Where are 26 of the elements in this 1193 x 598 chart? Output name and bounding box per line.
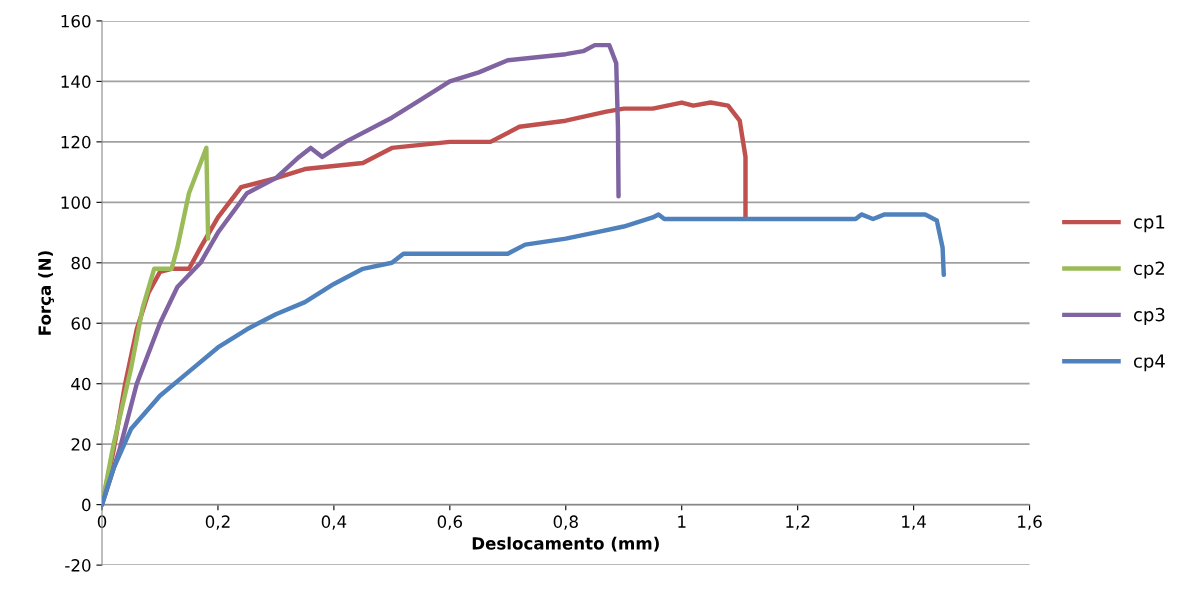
y-tick-label: 40 xyxy=(71,377,91,391)
x-tick-label: 0,8 xyxy=(553,515,578,530)
y-tick-label: 100 xyxy=(61,196,91,209)
x-tick-label: 0,4 xyxy=(321,515,347,530)
y-axis-title: Força (N) xyxy=(38,251,55,335)
x-tick-label: 0,6 xyxy=(437,515,463,530)
y-tick-label: 160 xyxy=(61,14,91,28)
y-tick-label: 140 xyxy=(61,75,91,88)
y-tick-label: 0 xyxy=(82,498,91,512)
x-tick-label: 0 xyxy=(97,515,107,528)
x-axis-title: Deslocamento (mm) xyxy=(472,536,659,552)
y-tick-label: 60 xyxy=(71,317,91,330)
x-tick-label: 1,4 xyxy=(902,515,926,530)
legend-label: cp1 xyxy=(1133,215,1165,233)
legend-label: cp2 xyxy=(1133,261,1165,279)
x-tick-label: 1,2 xyxy=(786,515,810,530)
x-tick-label: 0,2 xyxy=(205,515,230,530)
line-series xyxy=(102,212,946,507)
x-tick-label: 1 xyxy=(678,515,686,528)
legend-label: cp4 xyxy=(1133,354,1165,372)
y-tick-label: 120 xyxy=(61,135,91,149)
legend-label: cp3 xyxy=(1133,307,1165,325)
y-tick-label: -20 xyxy=(65,559,91,572)
y-tick-label: 20 xyxy=(71,438,91,451)
y-tick-label: 80 xyxy=(71,256,91,270)
x-tick-label: 1,6 xyxy=(1018,515,1042,530)
